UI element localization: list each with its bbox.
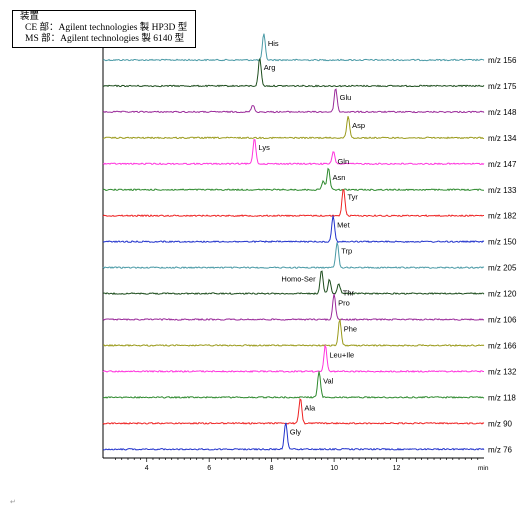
trace-line	[102, 167, 485, 192]
trace-line	[102, 344, 484, 373]
channel-label: m/z 76	[488, 445, 513, 454]
channel-label: m/z 150	[488, 238, 517, 247]
x-tick-label: 12	[393, 465, 401, 472]
trace-line	[103, 371, 485, 399]
trace-line	[102, 58, 485, 88]
channel-label: m/z 118	[488, 393, 516, 402]
peak-label: Phe	[344, 324, 357, 333]
instrument-title: 装置	[20, 12, 40, 22]
peak-label: Leu+Ile	[329, 350, 354, 359]
peak-label: Tyr	[347, 193, 358, 202]
peak-label: Val	[323, 376, 334, 385]
trace-line	[102, 215, 485, 244]
instrument-info-box: 装置 CE 部：Agilent technologies 製 HP3D 型 MS…	[12, 10, 196, 48]
channel-label: m/z 148	[488, 108, 517, 117]
channel-label: m/z 134	[488, 134, 517, 143]
peak-label: Met	[337, 221, 350, 230]
x-axis-label: min	[478, 465, 489, 472]
peak-label: His	[268, 39, 279, 48]
channel-label: m/z 132	[488, 367, 517, 376]
peak-label: Pro	[338, 299, 350, 308]
channel-label: m/z 166	[488, 341, 517, 350]
channel-label: m/z 182	[488, 212, 517, 221]
channel-label: m/z 133	[488, 186, 517, 195]
trace-line	[102, 398, 485, 425]
peak-label: Gln	[337, 157, 349, 166]
trace-line	[102, 270, 485, 295]
trace-line	[102, 422, 485, 451]
trace-line	[102, 318, 485, 347]
peak-label: Lys	[258, 143, 270, 152]
channel-label: m/z 90	[488, 419, 513, 428]
trace-line	[102, 139, 485, 166]
peak-label: Ala	[304, 403, 316, 412]
trace-line	[102, 116, 485, 140]
instrument-ms-line: MS 部：Agilent technologies 製 6140 型	[25, 34, 185, 44]
channel-label: m/z 175	[488, 82, 517, 91]
trace-line	[102, 293, 485, 321]
peak-label: Asp	[352, 121, 365, 130]
x-tick-label: 10	[330, 465, 338, 472]
channel-label: m/z 120	[488, 290, 517, 299]
return-mark: ↵	[10, 499, 16, 506]
trace-line	[102, 242, 485, 269]
x-tick-label: 6	[207, 465, 211, 472]
peak-label: Trp	[341, 247, 352, 256]
trace-line	[102, 33, 485, 62]
peak-label: Asn	[332, 173, 345, 182]
trace-line	[102, 88, 485, 114]
peak-label: Thr	[343, 289, 355, 298]
channel-label: m/z 205	[488, 264, 517, 273]
channel-label: m/z 106	[488, 316, 517, 325]
peak-label: Homo-Ser	[281, 275, 316, 284]
channel-label: m/z 147	[488, 160, 517, 169]
trace-line	[102, 188, 485, 218]
channel-label: m/z 156	[488, 56, 517, 65]
x-tick-label: 8	[270, 465, 274, 472]
instrument-ce-line: CE 部：Agilent technologies 製 HP3D 型	[25, 23, 188, 33]
x-tick-label: 4	[145, 465, 149, 472]
peak-label: Arg	[264, 63, 276, 72]
peak-label: Glu	[340, 93, 352, 102]
peak-label: Gly	[290, 427, 302, 436]
